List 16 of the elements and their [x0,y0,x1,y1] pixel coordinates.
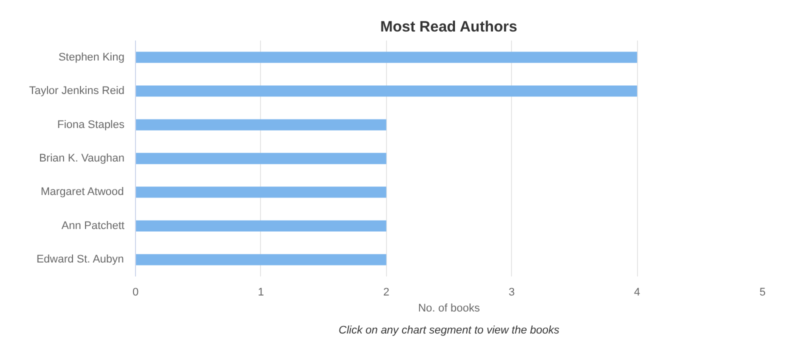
x-tick-label: 0 [132,286,139,298]
x-tick-label: 3 [508,286,515,298]
x-tick-label: 2 [383,286,390,298]
y-tick-label: Edward St. Aubyn [36,254,124,266]
y-tick-label: Stephen King [58,51,125,64]
text: Click on any chart segment to view the books [338,324,560,336]
y-tick-label: Margaret Atwood [40,186,124,198]
x-tick-label: 1 [258,286,264,298]
y-tick-label: Fiona Staples [57,118,125,131]
y-tick-label: Brian K. Vaughan [39,152,125,164]
x-tick-label: 5 [759,286,766,298]
y-tick-label: Ann Patchett [62,220,125,232]
x-tick-label: 4 [634,286,640,298]
chart-title: Most Read Authors [380,18,518,36]
y-tick-label: Taylor Jenkins Reid [29,85,124,98]
x-axis-title: No. of books [418,302,480,314]
